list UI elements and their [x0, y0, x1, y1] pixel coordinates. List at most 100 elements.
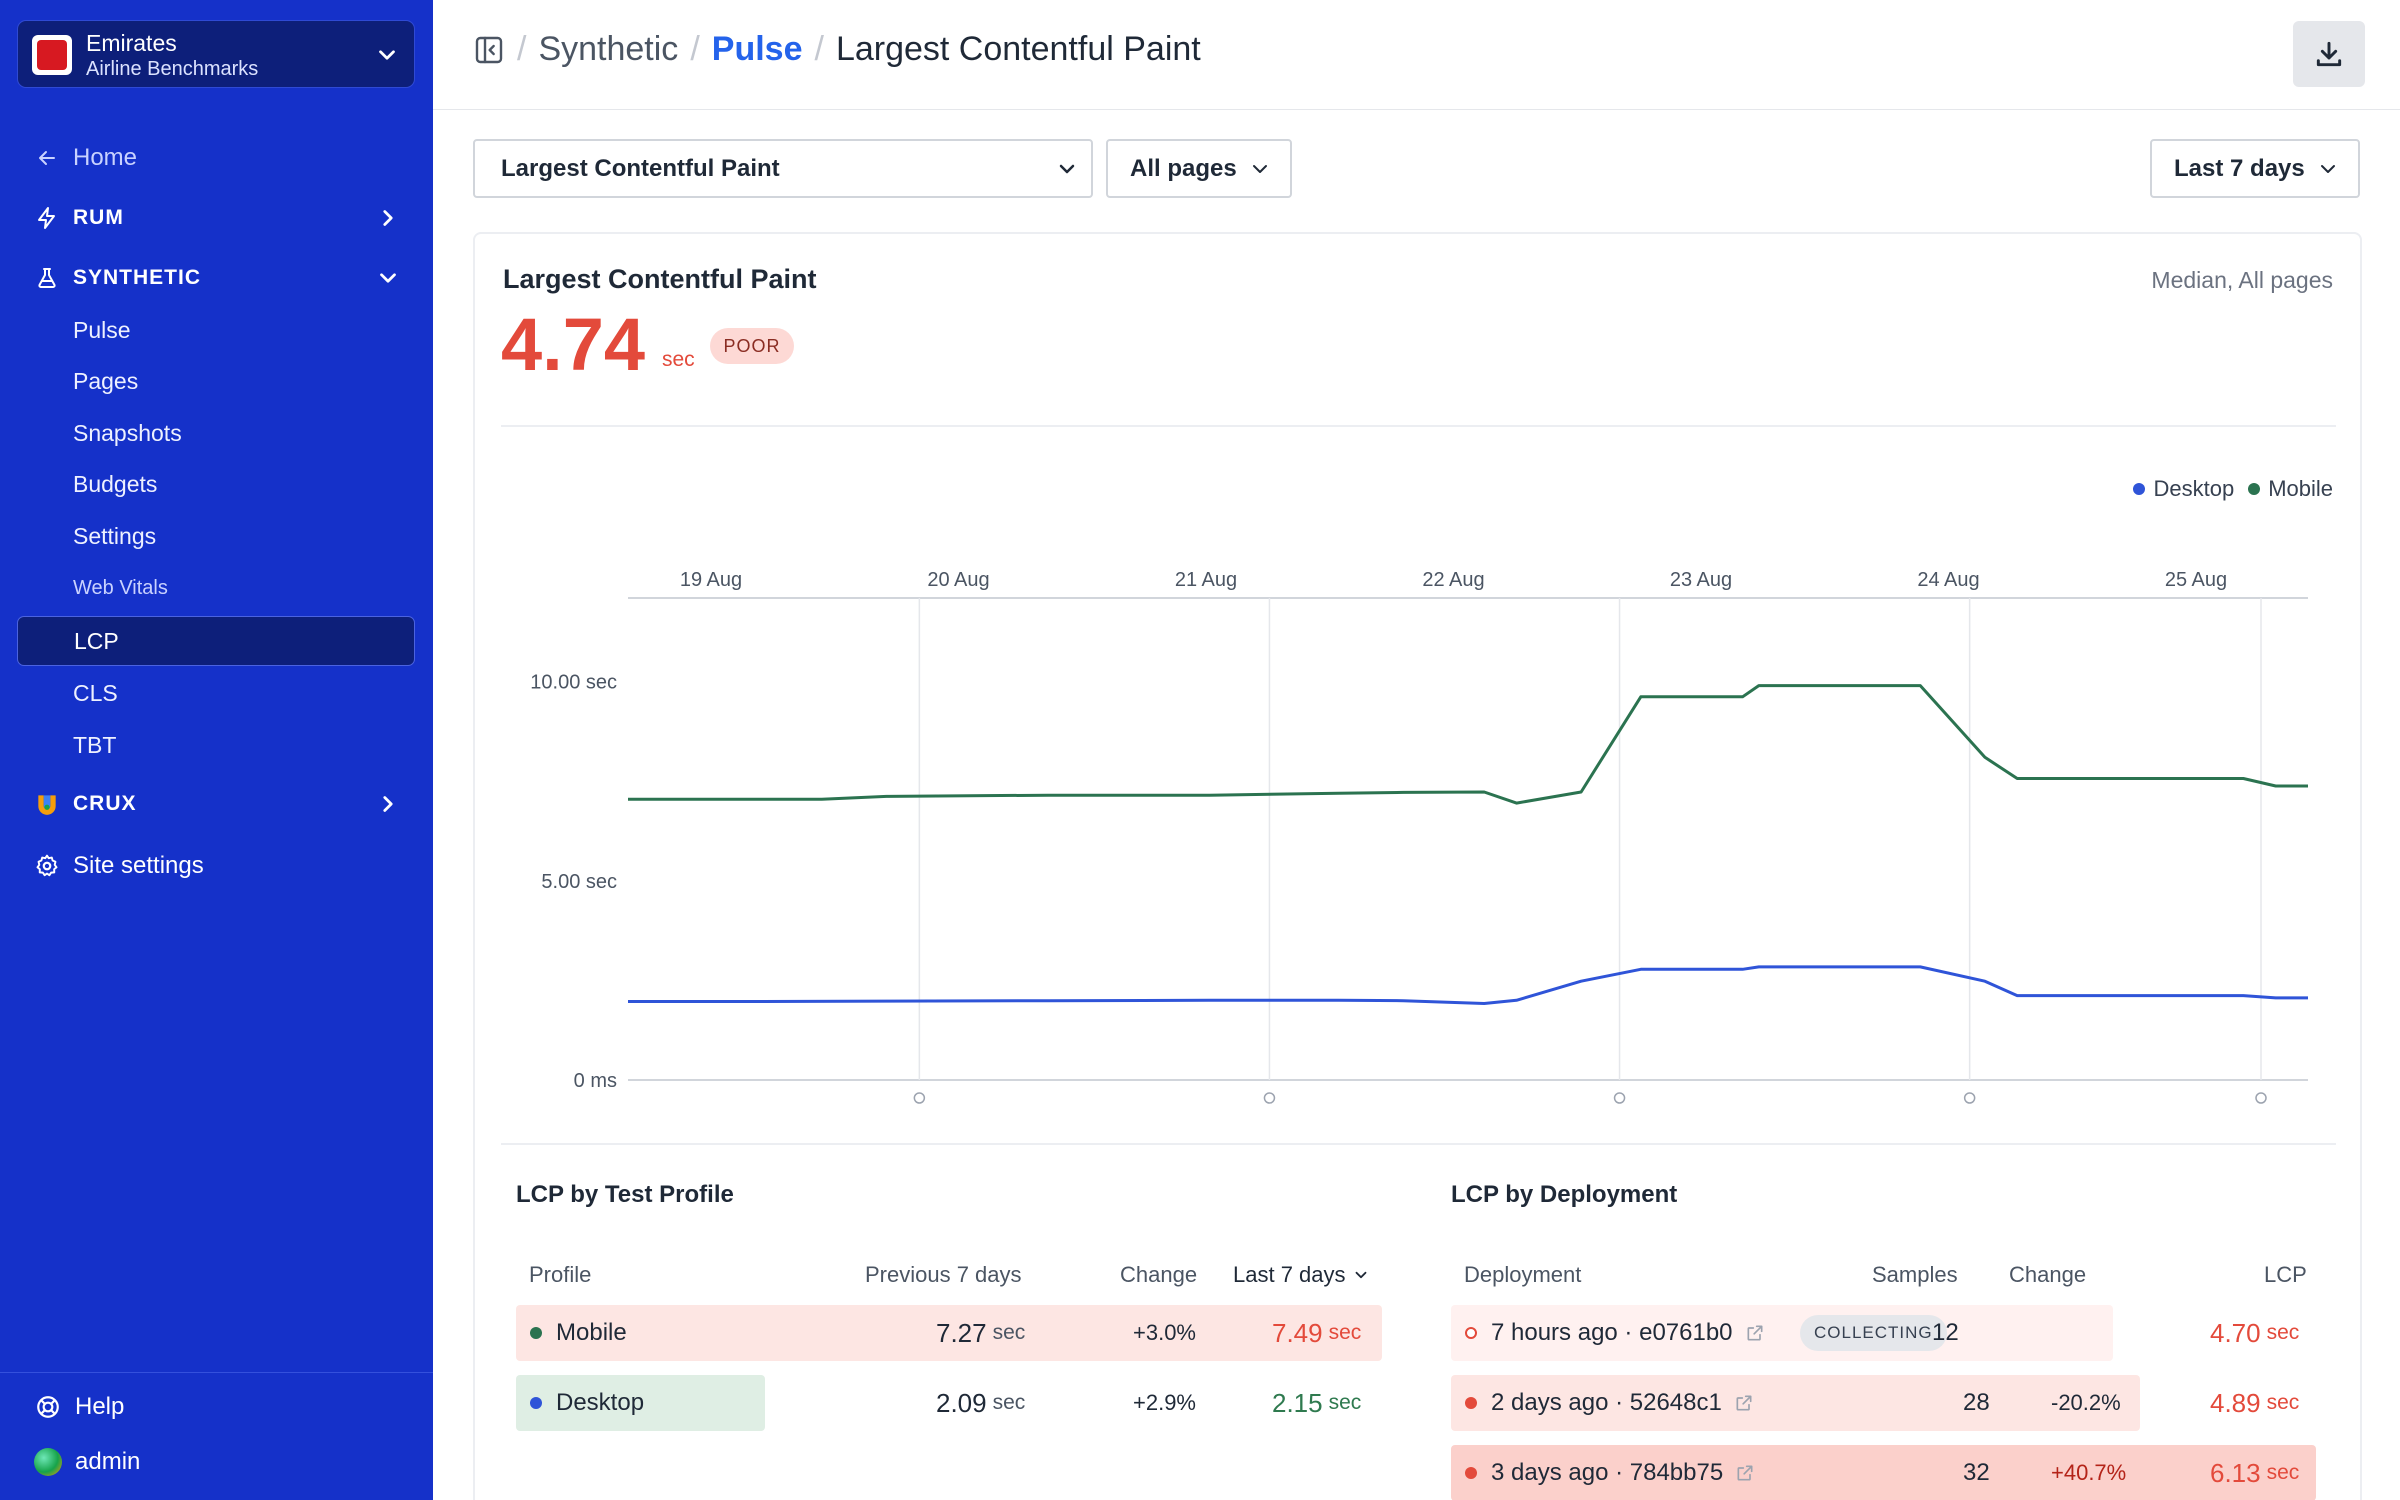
samples-value: 28: [1963, 1389, 1990, 1416]
chart-gridline-marker: [1963, 1092, 1976, 1104]
previous-col-header: Previous 7 days: [865, 1262, 1022, 1287]
nav-synthetic-label: SYNTHETIC: [73, 266, 202, 289]
table-row[interactable]: 2 days ago · 52648c1 28 -20.2% 4.89 sec: [1451, 1375, 2321, 1431]
last-col-label: Last 7 days: [1233, 1262, 1346, 1287]
row-highlight: [1451, 1375, 2140, 1431]
emirates-logo-icon: [32, 35, 72, 75]
nav-crux[interactable]: CRUX: [17, 779, 415, 829]
lcp-value: 4.74: [501, 303, 646, 386]
profile-col-header: Profile: [529, 1262, 592, 1287]
collecting-chip: COLLECTING: [1800, 1315, 1947, 1351]
row-highlight: [1451, 1445, 2316, 1500]
lcp-unit: sec: [2266, 1461, 2300, 1484]
chevron-right-icon: [383, 210, 393, 226]
lcp-value: 6.13: [2210, 1457, 2261, 1488]
crux-logo-icon: [33, 790, 61, 818]
change-col-header: Change: [2009, 1262, 2087, 1287]
profile-table-title: LCP by Test Profile: [516, 1181, 734, 1208]
nav-cls[interactable]: CLS: [17, 668, 415, 718]
mobile-dot: [530, 1327, 542, 1339]
date-range-value: Last 7 days: [2174, 154, 2305, 182]
last-unit: sec: [1328, 1391, 1362, 1414]
external-link-icon[interactable]: [1745, 1323, 1765, 1343]
legend-desktop[interactable]: Desktop: [2133, 476, 2234, 502]
nav-budgets[interactable]: Budgets: [17, 459, 415, 509]
samples-value: 12: [1932, 1319, 1959, 1346]
legend-desktop-label: Desktop: [2153, 476, 2235, 501]
external-link-icon[interactable]: [1735, 1463, 1755, 1483]
chevron-right-icon: [383, 796, 393, 812]
nav-site-settings[interactable]: Site settings: [17, 841, 415, 891]
deployment-label: 2 days ago · 52648c1: [1491, 1389, 1722, 1416]
table-row[interactable]: 7 hours ago · e0761b0 COLLECTING 12 4.70…: [1451, 1305, 2321, 1361]
nav-snapshots-label: Snapshots: [73, 419, 182, 446]
x-tick-label: 19 Aug: [680, 569, 742, 591]
external-link-icon[interactable]: [1734, 1393, 1754, 1413]
nav-pages[interactable]: Pages: [17, 356, 415, 406]
nav-site-settings-label: Site settings: [73, 852, 204, 879]
nav-help[interactable]: Help: [17, 1385, 124, 1429]
samples-col-header: Samples: [1872, 1262, 1958, 1287]
user-menu[interactable]: admin: [17, 1440, 140, 1484]
nav-settings[interactable]: Settings: [17, 511, 415, 561]
card-title: Largest Contentful Paint: [503, 264, 817, 294]
metric-select[interactable]: Largest Contentful Paint: [473, 139, 1093, 198]
card-meta: Median, All pages: [2151, 267, 2333, 293]
deployment-table-title: LCP by Deployment: [1451, 1181, 1678, 1208]
change-value: -20.2%: [2051, 1390, 2121, 1415]
breadcrumb-pulse[interactable]: Pulse: [711, 30, 803, 68]
previous-value: 2.09: [936, 1387, 987, 1418]
pages-filter-dropdown[interactable]: All pages: [1106, 139, 1292, 198]
download-icon: [2316, 41, 2342, 67]
arrow-left-icon: [33, 144, 61, 172]
x-tick-label: 20 Aug: [927, 569, 989, 591]
table-row[interactable]: 3 days ago · 784bb75 32 +40.7% 6.13 sec: [1451, 1445, 2321, 1500]
chevron-down-icon: [380, 273, 396, 283]
change-value: +3.0%: [1133, 1320, 1196, 1345]
table-row[interactable]: Desktop 2.09 sec +2.9% 2.15 sec: [516, 1375, 1382, 1431]
download-button[interactable]: [2293, 21, 2365, 87]
row-highlight: [1451, 1305, 2113, 1361]
change-col-header: Change: [1120, 1262, 1198, 1287]
nav-synthetic[interactable]: SYNTHETIC: [17, 253, 415, 303]
deployment-col-header: Deployment: [1464, 1262, 1582, 1287]
last-unit: sec: [1328, 1321, 1362, 1344]
lcp-unit: sec: [2266, 1391, 2300, 1414]
y-tick-label: 0 ms: [574, 1070, 617, 1092]
date-range-dropdown[interactable]: Last 7 days: [2150, 139, 2360, 198]
nav-rum[interactable]: RUM: [17, 193, 415, 243]
table-row[interactable]: Mobile 7.27 sec +3.0% 7.49 sec: [516, 1305, 1382, 1361]
chart-gridline-marker: [1263, 1092, 1276, 1104]
nav-pulse[interactable]: Pulse: [17, 305, 415, 355]
nav-home-label: Home: [73, 144, 138, 171]
lcp-card: Largest Contentful Paint Median, All pag…: [473, 232, 2362, 1500]
nav-tbt-label: TBT: [73, 731, 117, 758]
chart-gridline-marker: [913, 1092, 926, 1104]
nav-snapshots[interactable]: Snapshots: [17, 408, 415, 458]
page-title: Largest Contentful Paint: [835, 30, 1201, 68]
sidebar-toggle-icon[interactable]: [473, 34, 505, 66]
legend-mobile-label: Mobile: [2268, 476, 2333, 501]
legend-mobile[interactable]: Mobile: [2248, 476, 2333, 502]
web-vitals-section-label: Web Vitals: [73, 577, 168, 599]
previous-unit: sec: [992, 1321, 1026, 1344]
last-7-days-sort-header[interactable]: Last 7 days: [1233, 1262, 1370, 1288]
lcp-col-header: LCP: [2264, 1262, 2307, 1287]
nav-lcp[interactable]: LCP: [17, 616, 415, 666]
y-tick-label: 10.00 sec: [530, 672, 617, 694]
flask-icon: [33, 264, 61, 292]
nav-crux-label: CRUX: [73, 792, 137, 815]
deployment-label: 3 days ago · 784bb75: [1491, 1459, 1724, 1486]
gear-icon: [33, 852, 61, 880]
collecting-status-dot: [1465, 1327, 1477, 1339]
org-switcher[interactable]: Emirates Airline Benchmarks: [17, 20, 415, 88]
lcp-unit: sec: [662, 348, 695, 371]
chart-gridline-marker: [2255, 1092, 2267, 1104]
nav-home[interactable]: Home: [17, 133, 415, 183]
x-tick-label: 25 Aug: [2165, 569, 2227, 591]
nav-tbt[interactable]: TBT: [17, 720, 415, 770]
breadcrumb-synthetic[interactable]: Synthetic: [538, 30, 679, 68]
series-line-desktop: [628, 965, 2308, 1005]
chevron-down-icon: [1355, 1271, 1366, 1279]
sidebar: Emirates Airline Benchmarks Home RUM SYN…: [0, 0, 433, 1500]
